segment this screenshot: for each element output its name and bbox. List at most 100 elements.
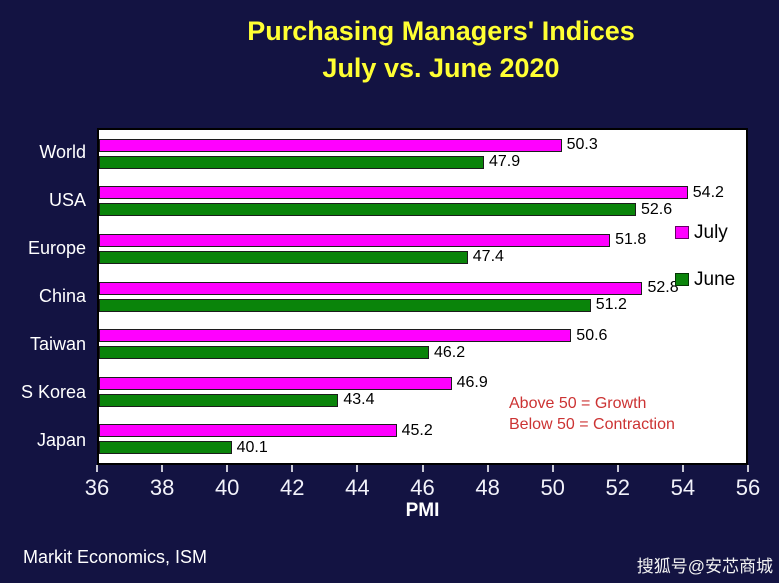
bar-july-world bbox=[99, 138, 562, 152]
barline-june-world: 47.9 bbox=[99, 153, 746, 171]
bar-value-label: 45.2 bbox=[401, 421, 433, 439]
x-tick-label-40: 40 bbox=[214, 475, 240, 500]
chart-title-line2: July vs. June 2020 bbox=[322, 53, 560, 83]
category-label-europe: Europe bbox=[27, 237, 86, 258]
x-tick-label-50: 50 bbox=[540, 475, 565, 500]
bar-value-label: 46.2 bbox=[433, 343, 466, 361]
x-axis-title: PMI bbox=[405, 500, 440, 521]
bar-july-s-korea bbox=[99, 376, 452, 390]
bar-value-label: 54.2 bbox=[692, 183, 724, 201]
bar-value-label: 52.6 bbox=[641, 200, 673, 218]
x-tick-label-42: 42 bbox=[280, 475, 305, 500]
bar-june-world bbox=[99, 155, 484, 169]
barline-july-japan: 45.2 bbox=[99, 421, 746, 439]
bar-july-china bbox=[99, 281, 643, 295]
bar-june-taiwan bbox=[99, 346, 429, 360]
bar-value-label: 51.2 bbox=[595, 296, 627, 314]
annotation-line1: Above 50 = Growth bbox=[509, 395, 647, 412]
bar-july-europe bbox=[99, 233, 611, 247]
x-axis-tick-labels: 36 38 40 42 44 46 48 50 52 54 56 bbox=[85, 475, 760, 501]
x-tick-label-36: 36 bbox=[84, 475, 110, 500]
category-label-china: China bbox=[38, 285, 86, 306]
watermark-text: 搜狐号@安芯商城 bbox=[636, 557, 773, 576]
x-tick-label-46: 46 bbox=[410, 475, 435, 500]
june-swatch-icon bbox=[675, 273, 689, 286]
bar-value-label: 47.4 bbox=[472, 248, 504, 266]
chart-title: Purchasing Managers' Indices July vs. Ju… bbox=[103, 13, 779, 87]
barline-july-s-korea: 46.9 bbox=[99, 374, 746, 392]
x-tick-mark bbox=[486, 465, 489, 472]
legend-label-june: June bbox=[694, 269, 736, 290]
barline-july-world: 50.3 bbox=[99, 136, 746, 154]
bar-value-label: 43.4 bbox=[343, 391, 375, 409]
barline-june-usa: 52.6 bbox=[99, 200, 746, 218]
x-tick-mark bbox=[356, 465, 359, 472]
x-tick-mark bbox=[616, 465, 619, 472]
x-tick-label-52: 52 bbox=[605, 475, 631, 500]
bar-rows: 50.3 47.9 54.2 52.6 51.8 47.4 52.8 51.2 50.6 46.2… bbox=[99, 130, 746, 463]
chart-plot-area: 50.3 47.9 54.2 52.6 51.8 47.4 52.8 51.2 50.6 46.2… bbox=[97, 128, 748, 465]
bar-value-label: 46.9 bbox=[456, 374, 488, 392]
bar-july-japan bbox=[99, 424, 397, 438]
source-text: Markit Economics, ISM bbox=[23, 547, 208, 567]
x-tick-mark bbox=[681, 465, 684, 472]
x-tick-label-54: 54 bbox=[670, 475, 696, 500]
x-tick-mark bbox=[421, 465, 424, 472]
bar-value-label: 50.3 bbox=[566, 136, 598, 154]
x-tick-label-48: 48 bbox=[475, 475, 500, 500]
bar-value-label: 50.6 bbox=[576, 326, 608, 344]
legend-item-july: July bbox=[675, 223, 735, 242]
bar-june-china bbox=[99, 298, 591, 312]
bar-group-s-korea: 46.9 43.4 bbox=[99, 368, 746, 416]
category-label-usa: USA bbox=[48, 189, 86, 210]
bar-july-taiwan bbox=[99, 329, 572, 343]
barline-july-europe: 51.8 bbox=[99, 231, 746, 249]
legend-item-june: June bbox=[675, 270, 735, 289]
bar-july-usa bbox=[99, 186, 688, 200]
category-label-world: World bbox=[39, 141, 86, 162]
bar-june-japan bbox=[99, 441, 232, 455]
legend: July June bbox=[675, 223, 735, 289]
growth-annotation: Above 50 = Growth Below 50 = Contraction bbox=[509, 393, 675, 435]
annotation-line2: Below 50 = Contraction bbox=[509, 416, 675, 433]
x-tick-mark bbox=[747, 465, 749, 472]
bar-group-usa: 54.2 52.6 bbox=[99, 178, 746, 226]
x-tick-mark bbox=[551, 465, 554, 472]
bar-june-usa bbox=[99, 203, 636, 217]
x-tick-label-44: 44 bbox=[345, 475, 370, 500]
bar-value-label: 47.9 bbox=[488, 153, 521, 171]
barline-june-s-korea: 43.4 bbox=[99, 391, 746, 409]
barline-june-japan: 40.1 bbox=[99, 438, 746, 456]
july-swatch-icon bbox=[675, 226, 689, 239]
barline-june-china: 51.2 bbox=[99, 296, 746, 314]
x-tick-label-56: 56 bbox=[735, 475, 761, 500]
x-tick-mark bbox=[226, 465, 229, 472]
bar-group-taiwan: 50.6 46.2 bbox=[99, 320, 746, 368]
category-label-japan: Japan bbox=[36, 430, 86, 451]
x-axis-ticks bbox=[96, 465, 749, 473]
bar-june-s-korea bbox=[99, 393, 339, 407]
category-axis-labels: World USA Europe China Taiwan S Korea Japan bbox=[0, 128, 86, 465]
x-tick-label-38: 38 bbox=[149, 475, 175, 500]
x-tick-mark bbox=[291, 465, 294, 472]
bar-group-japan: 45.2 40.1 bbox=[99, 415, 746, 463]
legend-label-july: July bbox=[694, 222, 728, 243]
x-tick-mark bbox=[96, 465, 98, 472]
bar-group-china: 52.8 51.2 bbox=[99, 273, 746, 321]
category-label-taiwan: Taiwan bbox=[29, 334, 86, 355]
bar-value-label: 40.1 bbox=[236, 438, 268, 456]
barline-july-usa: 54.2 bbox=[99, 183, 746, 201]
barline-july-china: 52.8 bbox=[99, 279, 746, 297]
category-label-s-korea: S Korea bbox=[20, 382, 86, 403]
bar-group-world: 50.3 47.9 bbox=[99, 130, 746, 178]
barline-july-taiwan: 50.6 bbox=[99, 326, 746, 344]
chart-title-line1: Purchasing Managers' Indices bbox=[247, 16, 635, 46]
bar-group-europe: 51.8 47.4 bbox=[99, 225, 746, 273]
bar-value-label: 52.8 bbox=[647, 279, 679, 297]
barline-june-europe: 47.4 bbox=[99, 248, 746, 266]
bar-june-europe bbox=[99, 250, 468, 264]
x-tick-mark bbox=[161, 465, 164, 472]
barline-june-taiwan: 46.2 bbox=[99, 343, 746, 361]
bar-value-label: 51.8 bbox=[615, 231, 647, 249]
